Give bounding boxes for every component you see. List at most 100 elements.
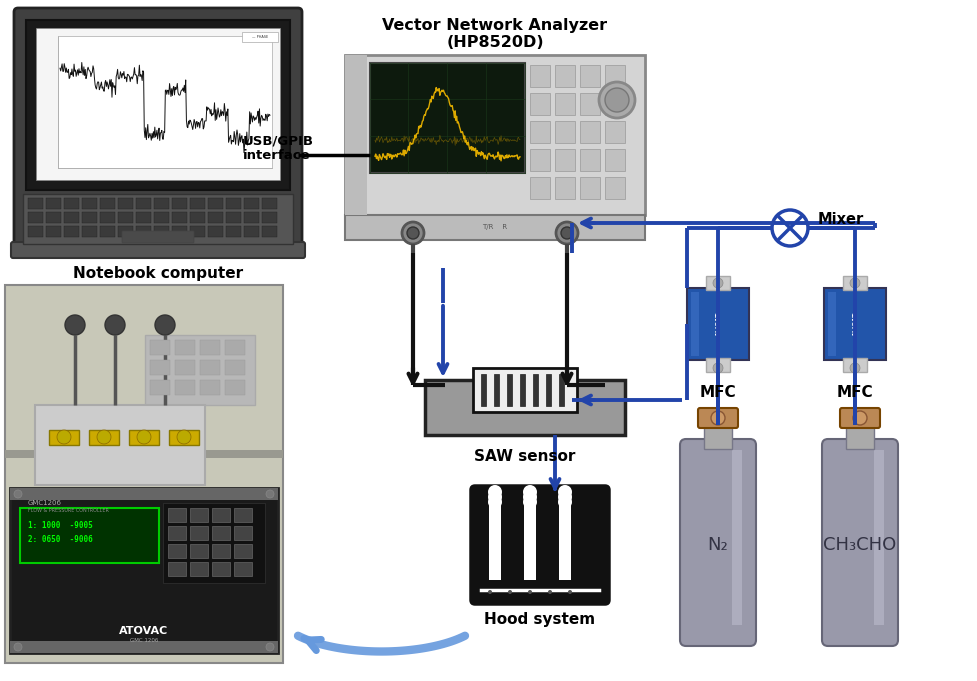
Bar <box>28 212 43 223</box>
Circle shape <box>97 430 110 444</box>
Bar <box>136 212 150 223</box>
Bar <box>226 198 240 209</box>
Bar <box>559 505 571 580</box>
FancyBboxPatch shape <box>122 231 193 243</box>
Bar <box>703 423 731 449</box>
Bar <box>686 288 748 360</box>
Bar <box>554 121 574 143</box>
Text: 2: 0650  -9006: 2: 0650 -9006 <box>28 535 93 545</box>
Bar <box>64 226 79 237</box>
Bar <box>145 335 255 405</box>
Bar <box>554 149 574 171</box>
FancyBboxPatch shape <box>10 488 277 653</box>
Bar <box>243 226 259 237</box>
Bar <box>605 149 624 171</box>
Bar <box>559 374 564 406</box>
Bar <box>153 226 169 237</box>
Circle shape <box>154 315 175 335</box>
Bar <box>705 358 729 372</box>
Text: N₂: N₂ <box>707 536 728 554</box>
Bar <box>190 526 207 540</box>
Bar <box>118 198 133 209</box>
Circle shape <box>523 490 536 504</box>
Text: MFC: MFC <box>836 385 872 400</box>
Bar <box>605 121 624 143</box>
Circle shape <box>137 430 150 444</box>
Bar <box>169 430 198 445</box>
Bar <box>524 505 535 580</box>
Bar <box>162 503 265 583</box>
Bar <box>35 405 205 485</box>
Bar <box>5 285 282 663</box>
Circle shape <box>488 590 491 594</box>
Bar <box>28 226 43 237</box>
Bar <box>225 340 245 355</box>
Bar <box>506 374 512 406</box>
Bar <box>488 505 500 580</box>
Bar <box>129 430 159 445</box>
Bar <box>345 55 645 215</box>
Bar <box>82 226 97 237</box>
Bar <box>579 177 599 199</box>
Bar <box>530 177 549 199</box>
Bar <box>554 177 574 199</box>
Bar <box>579 149 599 171</box>
Circle shape <box>266 490 274 498</box>
Circle shape <box>266 643 274 651</box>
Circle shape <box>14 490 21 498</box>
Circle shape <box>598 82 634 118</box>
Bar <box>49 430 79 445</box>
Bar <box>168 526 186 540</box>
Circle shape <box>852 411 867 425</box>
Bar <box>190 198 205 209</box>
FancyBboxPatch shape <box>839 408 879 428</box>
Bar <box>190 562 207 576</box>
Bar <box>225 360 245 375</box>
Circle shape <box>556 222 577 244</box>
Bar <box>226 212 240 223</box>
Bar <box>234 544 251 558</box>
Bar <box>369 63 525 173</box>
Text: 1: 1000  -9005: 1: 1000 -9005 <box>28 522 93 530</box>
Bar <box>149 340 170 355</box>
Text: ALICAT: ALICAT <box>852 312 857 336</box>
Bar <box>262 226 276 237</box>
Bar <box>199 360 220 375</box>
Bar <box>5 450 282 458</box>
Bar <box>345 215 645 240</box>
Text: ALICAT: ALICAT <box>715 312 720 336</box>
Circle shape <box>523 485 536 499</box>
Bar <box>36 28 279 180</box>
Bar <box>172 212 187 223</box>
Bar <box>149 380 170 395</box>
Bar <box>605 93 624 115</box>
Bar <box>520 374 525 406</box>
FancyBboxPatch shape <box>821 439 897 646</box>
Circle shape <box>547 590 551 594</box>
Bar <box>190 226 205 237</box>
Bar <box>545 374 550 406</box>
Bar <box>153 198 169 209</box>
Bar <box>234 526 251 540</box>
Bar <box>136 198 150 209</box>
Circle shape <box>712 278 722 288</box>
Bar <box>168 544 186 558</box>
Bar <box>345 55 366 215</box>
Circle shape <box>849 278 859 288</box>
Text: ATOVAC: ATOVAC <box>119 626 168 636</box>
FancyBboxPatch shape <box>471 486 609 604</box>
Bar <box>149 360 170 375</box>
Bar <box>175 380 194 395</box>
Text: FLOW & PRESSURE CONTROLLER: FLOW & PRESSURE CONTROLLER <box>28 507 108 513</box>
Bar <box>481 374 486 406</box>
Bar <box>212 508 230 522</box>
Circle shape <box>402 222 424 244</box>
Text: GMC1206: GMC1206 <box>28 500 62 506</box>
Bar <box>100 226 115 237</box>
Bar <box>58 36 272 168</box>
Bar <box>89 430 119 445</box>
Bar <box>691 292 699 356</box>
Bar <box>234 562 251 576</box>
Circle shape <box>558 495 572 509</box>
Bar <box>212 526 230 540</box>
